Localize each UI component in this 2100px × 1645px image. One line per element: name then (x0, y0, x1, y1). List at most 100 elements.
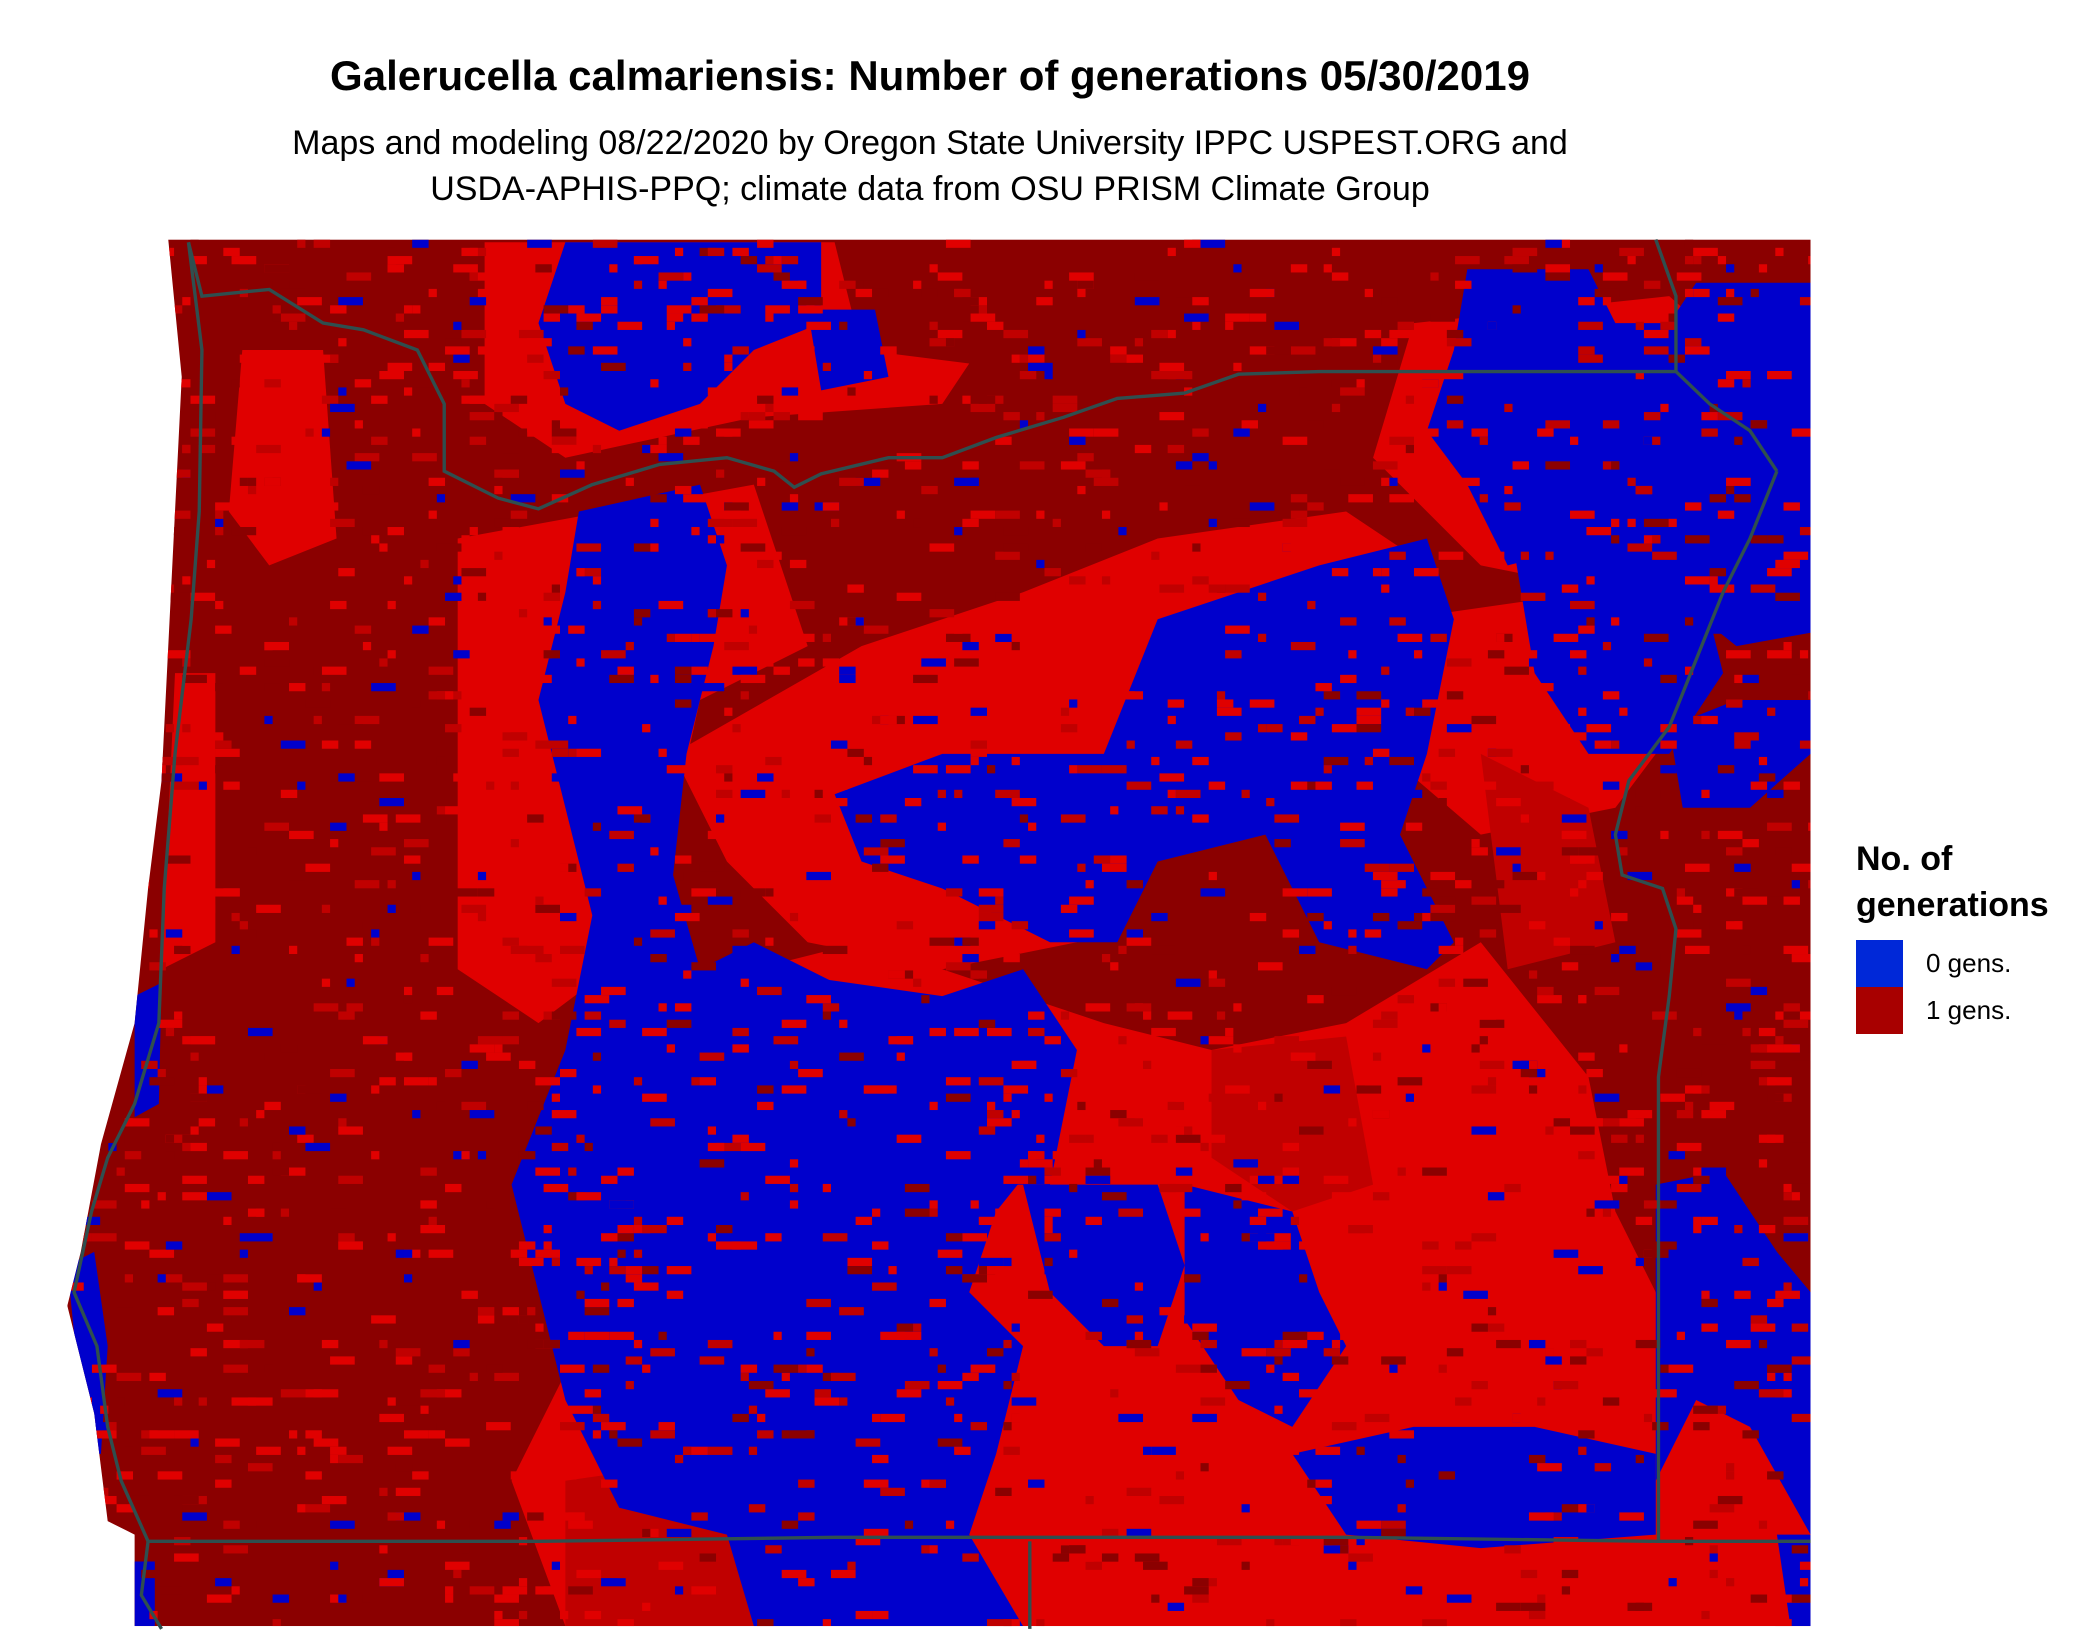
raster-cell (1479, 929, 1497, 938)
raster-cell (543, 305, 569, 314)
raster-cell (781, 756, 790, 766)
raster-cell (798, 1512, 815, 1521)
raster-cell (1791, 1060, 1811, 1069)
raster-cell (1225, 732, 1242, 741)
raster-cell (149, 929, 158, 938)
raster-cell (379, 1487, 388, 1496)
raster-cell (330, 839, 339, 848)
raster-cell (592, 1413, 610, 1423)
raster-cell (354, 740, 372, 749)
raster-cell (116, 822, 142, 831)
raster-cell (182, 674, 207, 684)
raster-cell (1808, 1044, 1811, 1053)
raster-cell (1529, 1627, 1554, 1635)
raster-cell (1570, 600, 1595, 610)
raster-cell (247, 1175, 265, 1184)
raster-cell (1627, 543, 1653, 552)
raster-cell (592, 1364, 610, 1373)
raster-cell (395, 814, 421, 823)
raster-cell (757, 395, 774, 404)
raster-cell (223, 1545, 248, 1554)
raster-cell (494, 666, 503, 675)
raster-cell (551, 773, 569, 782)
raster-cell (67, 379, 84, 388)
raster-cell (1726, 978, 1751, 987)
raster-cell (1101, 576, 1111, 585)
raster-cell (1791, 880, 1800, 889)
raster-cell (239, 1339, 265, 1349)
raster-cell (354, 773, 372, 782)
raster-cell (765, 633, 790, 642)
raster-cell (716, 305, 741, 314)
raster-cell (133, 798, 142, 807)
raster-cell (1430, 313, 1456, 322)
raster-cell (313, 715, 322, 725)
raster-cell (1512, 1052, 1538, 1061)
raster-cell (321, 395, 339, 404)
raster-cell (1684, 502, 1702, 511)
raster-cell (1693, 1463, 1710, 1472)
raster-cell (1684, 535, 1710, 544)
raster-cell (1044, 1257, 1053, 1267)
raster-cell (896, 715, 905, 725)
raster-cell (165, 584, 175, 593)
raster-cell (486, 1422, 511, 1431)
raster-cell (855, 477, 881, 486)
raster-cell (1233, 1200, 1242, 1209)
raster-cell (921, 288, 938, 298)
raster-cell (387, 1446, 413, 1455)
raster-cell (165, 855, 191, 864)
raster-cell (1340, 912, 1349, 922)
raster-cell (576, 321, 593, 330)
raster-cell (165, 379, 191, 388)
raster-cell (1561, 830, 1579, 840)
raster-cell (1323, 338, 1341, 347)
raster-cell (1693, 256, 1702, 265)
raster-cell (124, 1151, 142, 1160)
raster-cell (206, 1274, 232, 1283)
raster-cell (338, 387, 347, 396)
raster-cell (1676, 896, 1694, 905)
raster-cell (1561, 1569, 1579, 1579)
raster-cell (1643, 1200, 1661, 1209)
raster-cell (1060, 904, 1078, 913)
raster-cell (1471, 1085, 1497, 1094)
raster-cell (658, 600, 684, 610)
raster-cell (1635, 1454, 1644, 1464)
raster-cell (1348, 945, 1357, 955)
raster-cell (1586, 1068, 1603, 1078)
raster-cell (633, 543, 659, 552)
raster-cell (1537, 428, 1554, 437)
raster-cell (239, 354, 257, 363)
raster-cell (945, 1151, 971, 1160)
raster-cell (872, 288, 889, 298)
raster-cell (1643, 518, 1669, 528)
raster-cell (1364, 863, 1390, 872)
raster-cell (1825, 1299, 1833, 1307)
raster-cell (215, 518, 224, 528)
raster-cell (223, 1216, 232, 1225)
raster-cell (699, 1159, 725, 1168)
raster-cell (716, 535, 725, 544)
raster-cell (116, 1561, 125, 1570)
raster-cell (1783, 1504, 1792, 1513)
raster-cell (1011, 904, 1037, 913)
raster-cell (1085, 1561, 1102, 1570)
raster-cell (592, 444, 602, 454)
raster-cell (518, 1241, 536, 1250)
raster-cell (1077, 288, 1086, 298)
raster-cell (1101, 1528, 1119, 1538)
raster-cell (108, 1422, 117, 1431)
raster-cell (995, 510, 1020, 519)
raster-cell (584, 1298, 610, 1308)
raster-cell (1044, 1216, 1053, 1225)
raster-cell (280, 789, 298, 798)
raster-cell (1570, 1126, 1595, 1135)
raster-cell (280, 1208, 290, 1217)
raster-cell (174, 305, 183, 314)
raster-cell (781, 527, 807, 536)
raster-cell (362, 1594, 372, 1603)
raster-cell (1635, 321, 1644, 330)
raster-cell (1430, 633, 1447, 642)
raster-cell (379, 1413, 404, 1423)
